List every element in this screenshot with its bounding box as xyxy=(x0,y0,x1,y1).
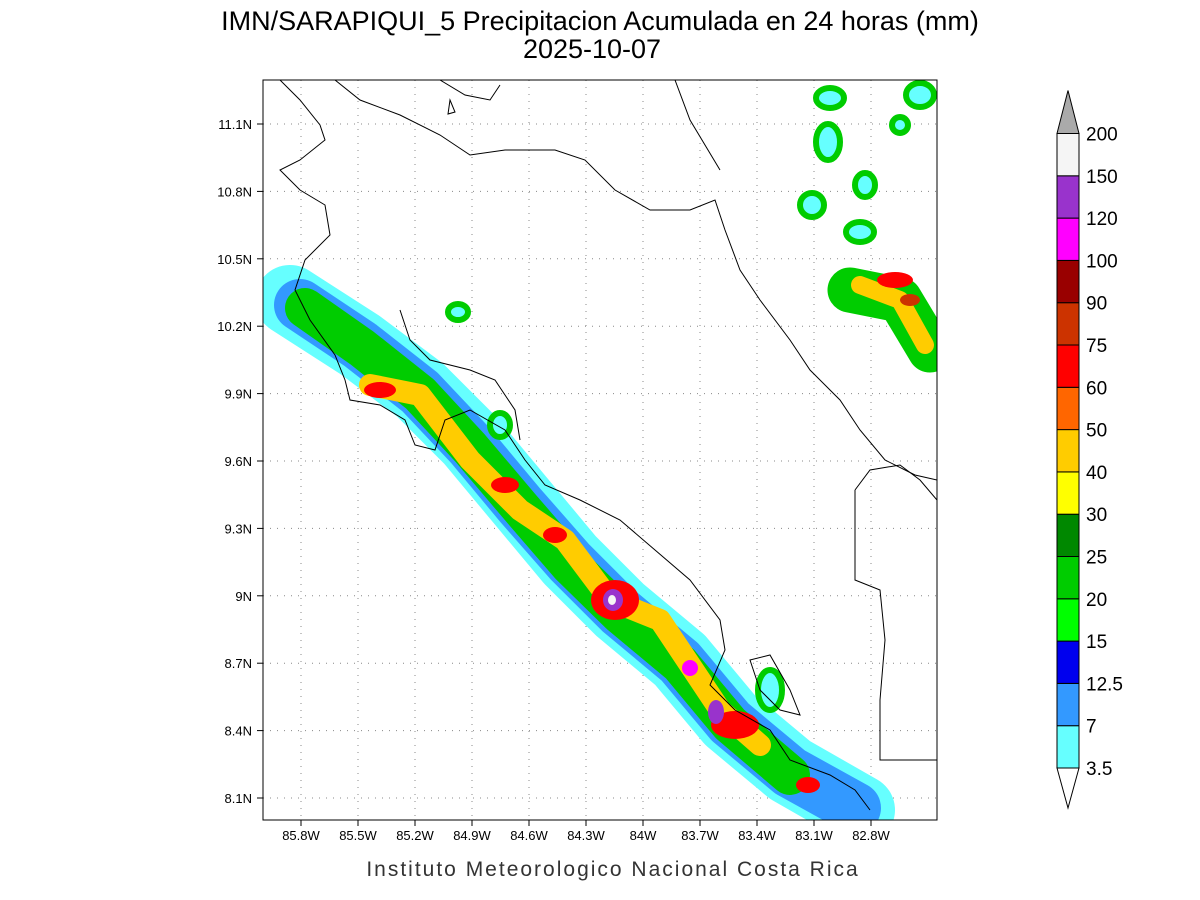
lon-tick-label: 83.7W xyxy=(681,828,719,843)
lon-tick-label: 84.6W xyxy=(510,828,548,843)
colorbar-label: 3.5 xyxy=(1086,759,1112,780)
colorbar-segment xyxy=(1056,471,1080,515)
peak-cells xyxy=(364,272,920,793)
axis-ticks: 85.8W 85.5W 85.2W 84.9W 84.6W 84.3W 84W 83.7W 83… xyxy=(217,117,890,843)
colorbar-label: 150 xyxy=(1086,167,1118,188)
colorbar-segment xyxy=(1056,217,1080,261)
lat-tick-label: 9.6N xyxy=(225,454,252,469)
lat-tick-label: 11.1N xyxy=(218,117,252,132)
colorbar-label: 20 xyxy=(1086,590,1107,611)
lon-tick-label: 84.9W xyxy=(453,828,491,843)
colorbar-segment xyxy=(1056,725,1080,769)
colorbar-segment xyxy=(1056,344,1080,388)
lat-tick-label: 8.1N xyxy=(225,791,252,806)
colorbar-segment xyxy=(1056,133,1080,177)
colorbar-label: 12.5 xyxy=(1086,674,1123,695)
lat-tick-label: 10.5N xyxy=(217,252,252,267)
colorbar-label: 75 xyxy=(1086,336,1107,357)
lat-tick-label: 9N xyxy=(235,589,252,604)
lon-tick-label: 82.8W xyxy=(852,828,890,843)
coastlines xyxy=(279,80,937,811)
colorbar-label: 100 xyxy=(1086,251,1118,272)
colorbar-segment xyxy=(1056,429,1080,473)
footer: Instituto Meteorologico Nacional Costa R… xyxy=(366,858,859,881)
lon-tick-label: 84.3W xyxy=(567,828,605,843)
plot-frame xyxy=(262,79,938,821)
colorbar-label: 40 xyxy=(1086,463,1107,484)
colorbar-label: 30 xyxy=(1086,505,1107,526)
map-subtitle: 2025-10-07 xyxy=(523,34,661,64)
colorbar-label: 200 xyxy=(1086,125,1118,146)
lon-tick-label: 85.5W xyxy=(339,828,377,843)
colorbar-label: 90 xyxy=(1086,294,1107,315)
colorbar: 3.5 7 12.5 15 20 25 30 40 50 60 75 90 100 120 150 200 xyxy=(1056,90,1123,810)
lat-tick-label: 9.3N xyxy=(225,521,252,536)
colorbar-over xyxy=(1056,90,1080,134)
lon-tick-label: 84W xyxy=(630,828,657,843)
colorbar-under xyxy=(1056,767,1080,810)
colorbar-segment xyxy=(1056,598,1080,642)
precipitation-field xyxy=(263,80,937,820)
lat-tick-label: 10.8N xyxy=(217,184,252,199)
colorbar-label: 25 xyxy=(1086,548,1107,569)
lat-tick-label: 8.4N xyxy=(225,724,252,739)
colorbar-segment xyxy=(1056,175,1080,219)
colorbar-label: 15 xyxy=(1086,632,1107,653)
colorbar-label: 120 xyxy=(1086,209,1118,230)
lat-tick-label: 10.2N xyxy=(217,319,252,334)
colorbar-segment xyxy=(1056,386,1080,431)
colorbar-segment xyxy=(1056,682,1080,727)
lat-tick-label: 9.9N xyxy=(225,387,252,402)
lon-tick-label: 85.8W xyxy=(282,828,320,843)
lon-tick-label: 83.4W xyxy=(738,828,776,843)
colorbar-label: 60 xyxy=(1086,378,1107,399)
colorbar-segment xyxy=(1056,556,1080,600)
lon-tick-label: 85.2W xyxy=(396,828,434,843)
colorbar-label: 50 xyxy=(1086,421,1107,442)
grid xyxy=(263,80,937,820)
colorbar-segment xyxy=(1056,302,1080,346)
lat-tick-label: 8.7N xyxy=(225,656,252,671)
lon-tick-label: 83.1W xyxy=(795,828,833,843)
map-title: IMN/SARAPIQUI_5 Precipitacion Acumulada … xyxy=(221,6,979,36)
colorbar-segment xyxy=(1056,513,1080,558)
colorbar-segment xyxy=(1056,259,1080,304)
colorbar-label: 7 xyxy=(1086,717,1097,738)
colorbar-segment xyxy=(1056,640,1080,684)
